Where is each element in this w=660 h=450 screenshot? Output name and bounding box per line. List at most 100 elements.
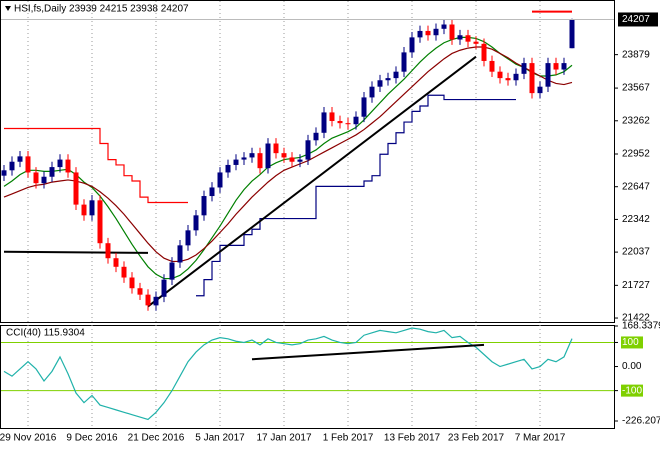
candle-body — [457, 35, 463, 40]
candle-body — [105, 243, 111, 259]
indicator-line — [4, 127, 188, 204]
candle-body — [97, 200, 103, 244]
candle-body — [521, 63, 527, 74]
y-tick-label: 22037 — [622, 247, 650, 258]
cci-panel — [0, 325, 615, 429]
candle-body — [233, 159, 239, 165]
cci-line — [3, 327, 573, 421]
candle-body — [9, 161, 15, 171]
trend-line — [251, 343, 485, 361]
y-tick-label: 23567 — [622, 83, 650, 94]
y-tick-label: 23879 — [622, 49, 650, 60]
candle-body — [393, 71, 399, 79]
x-tick-label: 29 Nov 2016 — [0, 433, 57, 444]
candle-body — [265, 143, 271, 169]
indicator-line — [3, 46, 573, 263]
level-label-box — [621, 336, 643, 349]
y-tick-label: 23262 — [622, 115, 650, 126]
y-tick-label: 21727 — [622, 280, 650, 291]
y-tick-label: 22952 — [622, 149, 650, 160]
candle-body — [129, 277, 135, 289]
candle-body — [545, 63, 551, 87]
candle-body — [449, 24, 455, 40]
indicator-line — [3, 36, 573, 280]
candle-body — [25, 156, 31, 173]
candle-body — [273, 143, 279, 154]
candle-body — [145, 294, 151, 306]
candle-body — [513, 73, 519, 81]
candle-body — [41, 176, 47, 184]
candle-body — [425, 30, 431, 36]
candle-body — [193, 215, 199, 231]
y-tick-label: 22342 — [622, 214, 650, 225]
candle-body — [209, 187, 215, 197]
candle-body — [377, 80, 383, 87]
candle-body — [473, 41, 479, 44]
candle-body — [201, 196, 207, 216]
trend-line — [3, 250, 149, 254]
candle-body — [313, 132, 319, 141]
y-tick-label: 22647 — [622, 181, 650, 192]
last-price-label: 24207 — [622, 14, 650, 25]
price-panel — [0, 0, 615, 323]
candle-body — [553, 63, 559, 70]
candle-body — [161, 279, 167, 297]
candle-body — [353, 116, 359, 125]
candle-body — [369, 86, 375, 98]
x-tick-label: 9 Dec 2016 — [66, 433, 118, 444]
candle-body — [89, 200, 95, 216]
candle-body — [281, 153, 287, 158]
candle-body — [225, 164, 231, 173]
x-tick-label: 21 Dec 2016 — [128, 433, 185, 444]
candle-body — [289, 157, 295, 162]
candle-body — [297, 159, 303, 162]
candle-body — [489, 60, 495, 72]
trend-line — [147, 55, 477, 308]
y-tick-label: 100 — [622, 337, 639, 348]
y-tick-label: -100 — [622, 385, 642, 396]
candle-body — [153, 296, 159, 306]
x-tick-label: 13 Feb 2017 — [384, 433, 441, 444]
candle-body — [113, 258, 119, 267]
y-tick-label: 21422 — [622, 313, 650, 324]
candle-body — [329, 112, 335, 121]
candle-body — [249, 153, 255, 158]
candle-body — [481, 43, 487, 61]
candle-body — [121, 266, 127, 278]
candle-body — [505, 78, 511, 81]
candle-body — [465, 35, 471, 42]
cci-title: CCI(40) 115.9304 — [6, 328, 85, 339]
candle-body — [217, 172, 223, 188]
x-tick-label: 1 Feb 2017 — [323, 433, 374, 444]
x-tick-label: 17 Jan 2017 — [256, 433, 311, 444]
candle-body — [177, 245, 183, 263]
candle-body — [361, 97, 367, 117]
candle-body — [33, 172, 39, 184]
chart-title: HSI,fs,Daily 23939 24215 23938 24207 — [14, 4, 189, 15]
candle-body — [257, 153, 263, 169]
candle-body — [569, 19, 575, 49]
candle-body — [529, 63, 535, 94]
candle-body — [385, 78, 391, 81]
candle-body — [401, 52, 407, 72]
candle-body — [241, 157, 247, 160]
candle-body — [337, 120, 343, 124]
candle-body — [65, 159, 71, 173]
candle-body — [441, 24, 447, 29]
candle-body — [169, 262, 175, 280]
candle-body — [497, 71, 503, 79]
candle-body — [537, 86, 543, 94]
icon — [5, 6, 11, 11]
candle-body — [185, 230, 191, 246]
candle-body — [409, 37, 415, 53]
candle-body — [17, 156, 23, 162]
candle-body — [305, 140, 311, 160]
candle-body — [433, 28, 439, 36]
y-tick-label: 168.3379 — [622, 321, 660, 332]
candle-body — [1, 170, 7, 176]
candle-body — [137, 288, 143, 295]
last-price-box — [618, 12, 658, 27]
candle-body — [417, 30, 423, 38]
candle-body — [73, 172, 79, 205]
